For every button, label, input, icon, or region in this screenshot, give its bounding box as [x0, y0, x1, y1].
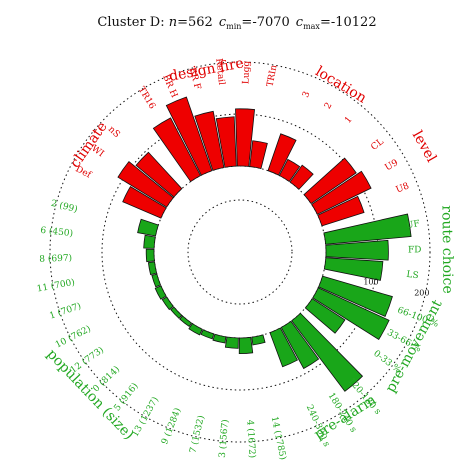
bar-label: CL — [369, 137, 385, 153]
bar-population-size--12 — [145, 248, 155, 263]
bar-population-size--1 — [238, 336, 254, 354]
group-label-pre-alarm: pre-alarm — [312, 392, 379, 443]
bar-design-fire-5 — [249, 140, 268, 170]
bar-level-0 — [303, 157, 357, 205]
bar-pre-movement-0 — [318, 275, 393, 317]
grid-ring-0 — [187, 199, 293, 305]
bar-climate-1 — [117, 161, 174, 208]
bar-label: TR16 — [136, 85, 157, 111]
title-n-value: =562 — [177, 15, 213, 30]
bar-label: 10 (762) — [53, 323, 92, 350]
bar-population-size--8 — [161, 296, 174, 311]
bar-label: U9 — [384, 158, 401, 173]
bar-label: 14 (1785) — [269, 415, 289, 461]
bar-population-size--11 — [147, 261, 158, 276]
bar-climate-0 — [122, 186, 167, 219]
bar-label: 11 (700) — [36, 277, 76, 295]
bar-location-1 — [278, 158, 301, 183]
bar-population-size--5 — [188, 323, 203, 336]
bar-pre-movement-1 — [312, 287, 390, 341]
title-n-label: n — [169, 15, 177, 30]
bar-label: Retail — [213, 58, 226, 86]
bar-design-fire-3 — [215, 116, 237, 168]
bar-label: 5 (916) — [112, 381, 141, 414]
bar-label: 2 (99) — [50, 198, 79, 215]
bar-population-size--7 — [170, 306, 183, 319]
bar-design-fire-4 — [235, 108, 255, 167]
title-cmin-base: c — [219, 15, 227, 30]
bar-population-size--14 — [137, 218, 159, 237]
bar-label: 1 (707) — [48, 301, 83, 322]
bars-layer — [117, 96, 412, 392]
bar-label: 3 (1567) — [217, 419, 231, 458]
group-label-design-fire: design fire — [168, 55, 245, 84]
bar-label: 4 (1672) — [244, 419, 257, 458]
bar-label: 8 (697) — [39, 253, 72, 265]
bar-route-choice-2 — [323, 257, 384, 281]
bar-population-size--13 — [143, 234, 156, 249]
bar-pre-alarm-1 — [280, 320, 320, 370]
group-label-route-choice: route choice — [438, 205, 455, 294]
bar-location-2 — [289, 164, 314, 190]
grid-ring-3 — [49, 61, 431, 443]
group-label-climate: climate — [67, 119, 110, 171]
title-cmax-base: c — [296, 15, 304, 30]
grid-ring-1 — [153, 165, 327, 339]
bar-design-fire-0 — [152, 117, 202, 183]
bar-design-fire-1 — [165, 96, 213, 176]
bar-label: FD — [408, 245, 422, 255]
group-label-level: level — [409, 128, 440, 165]
chart-title: Cluster D: n=562 cmin=-7070 cmax=-10122 — [97, 15, 376, 31]
group-label-location: location — [312, 64, 369, 107]
bar-label: UF — [405, 219, 420, 231]
bar-pre-movement-2 — [304, 298, 346, 334]
title-cmin-value: =-7070 — [241, 15, 289, 30]
bar-label: Lugg — [241, 60, 252, 84]
bar-population-size--6 — [179, 315, 193, 328]
bar-population-size--10 — [151, 273, 162, 288]
bar-population-size--9 — [154, 285, 167, 300]
bar-label: LS — [406, 270, 419, 282]
radial-tick-label-100: 100 — [363, 278, 378, 287]
bar-population-size--2 — [224, 336, 239, 349]
bar-label: 2 — [323, 101, 335, 111]
bar-population-size--4 — [200, 329, 215, 340]
bar-population-size--0 — [251, 334, 266, 346]
bar-label: 9 (1284) — [159, 406, 183, 446]
title-prefix: Cluster D: — [97, 15, 168, 30]
bar-level-2 — [317, 195, 365, 227]
bar-design-fire-2 — [194, 110, 225, 171]
radial-ticks: 100 200 — [363, 278, 429, 298]
bar-label: 6 (450) — [40, 225, 74, 239]
bar-route-choice-0 — [323, 213, 412, 245]
radial-tick-label-200: 200 — [414, 289, 429, 298]
title-cmax-value: =-10122 — [320, 15, 377, 30]
bar-label: U8 — [395, 181, 411, 195]
bar-route-choice-1 — [325, 239, 389, 261]
title-cmin-sub: min — [226, 22, 241, 31]
bar-pre-alarm-2 — [269, 327, 299, 368]
bar-label: 7 (1532) — [187, 414, 207, 454]
title-cmax-sub: max — [303, 22, 320, 31]
bar-level-1 — [311, 170, 372, 215]
bar-climate-2 — [135, 151, 183, 198]
bar-pre-alarm-0 — [291, 312, 364, 392]
bar-label: 3 — [301, 90, 313, 99]
bar-label: TRIn — [266, 64, 280, 88]
bar-location-0 — [267, 133, 297, 176]
bar-label: 1 — [343, 115, 354, 126]
bar-population-size--3 — [212, 333, 227, 344]
